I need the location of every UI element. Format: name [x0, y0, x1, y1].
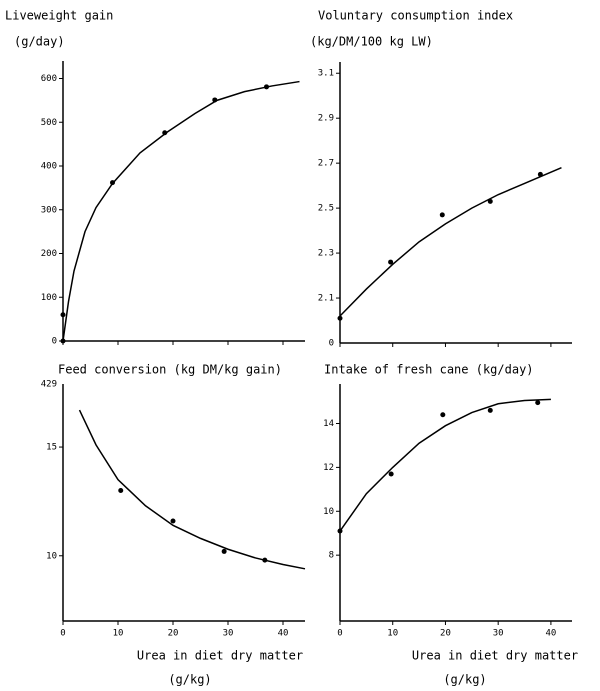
y-tick-label: 200 — [41, 249, 57, 259]
data-point — [440, 412, 446, 418]
y-tick-label: 2.9 — [318, 114, 334, 124]
y-tick-label: 600 — [41, 74, 57, 84]
y-tick-label: 300 — [41, 205, 57, 215]
y-tick-label: 2.3 — [318, 249, 334, 259]
y-tick-label: 2.5 — [318, 204, 334, 214]
chart-title: Feed conversion (kg DM/kg gain) — [58, 363, 282, 377]
y-tick-label: 400 — [41, 162, 57, 172]
y-tick-label: 100 — [41, 293, 57, 303]
fit-curve — [78, 409, 306, 570]
y-origin-label: 0 — [329, 339, 334, 349]
chart-title: Liveweight gain — [5, 9, 113, 23]
y-tick-label: 0 — [52, 337, 57, 347]
data-point — [60, 312, 66, 318]
x-tick-label: 20 — [440, 629, 451, 639]
y-tick-label: 3.1 — [318, 69, 334, 79]
y-top-label: 429 — [41, 380, 57, 390]
y-tick-label: 10 — [46, 551, 57, 561]
data-point — [221, 548, 227, 554]
y-tick-label: 2.7 — [318, 159, 334, 169]
chart-title: Voluntary consumption index — [318, 9, 513, 23]
x-tick-label: 40 — [278, 629, 289, 639]
y-tick-label: 14 — [323, 419, 334, 429]
y-tick-label: 8 — [329, 551, 334, 561]
data-point — [388, 471, 394, 477]
data-point — [337, 315, 343, 321]
data-point — [388, 259, 394, 265]
x-tick-label: 0 — [60, 629, 65, 639]
x-tick-label: 10 — [113, 629, 124, 639]
x-axis-unit: (g/kg) — [443, 673, 486, 687]
data-point — [487, 407, 493, 413]
x-tick-label: 0 — [337, 629, 342, 639]
data-point — [535, 400, 541, 406]
y-tick-label: 15 — [46, 443, 57, 453]
fit-curve — [339, 166, 562, 317]
x-axis-label: Urea in diet dry matter — [412, 649, 578, 663]
y-tick-label: 12 — [323, 463, 334, 473]
fit-curve — [339, 398, 551, 532]
x-tick-label: 30 — [223, 629, 234, 639]
y-tick-label: 10 — [323, 507, 334, 517]
chart-subtitle: (g/day) — [14, 35, 65, 49]
y-tick-label: 500 — [41, 118, 57, 128]
x-tick-label: 10 — [387, 629, 398, 639]
data-point — [439, 212, 445, 218]
chart-subtitle: (kg/DM/100 kg LW) — [310, 35, 433, 49]
data-point — [118, 488, 124, 494]
x-axis-unit: (g/kg) — [168, 673, 211, 687]
y-tick-label: 2.1 — [318, 294, 334, 304]
fit-curve — [62, 80, 300, 342]
x-tick-label: 30 — [493, 629, 504, 639]
x-axis-label: Urea in diet dry matter — [137, 649, 303, 663]
data-point — [170, 518, 176, 524]
x-tick-label: 20 — [168, 629, 179, 639]
x-tick-label: 40 — [545, 629, 556, 639]
chart-title: Intake of fresh cane (kg/day) — [324, 363, 534, 377]
